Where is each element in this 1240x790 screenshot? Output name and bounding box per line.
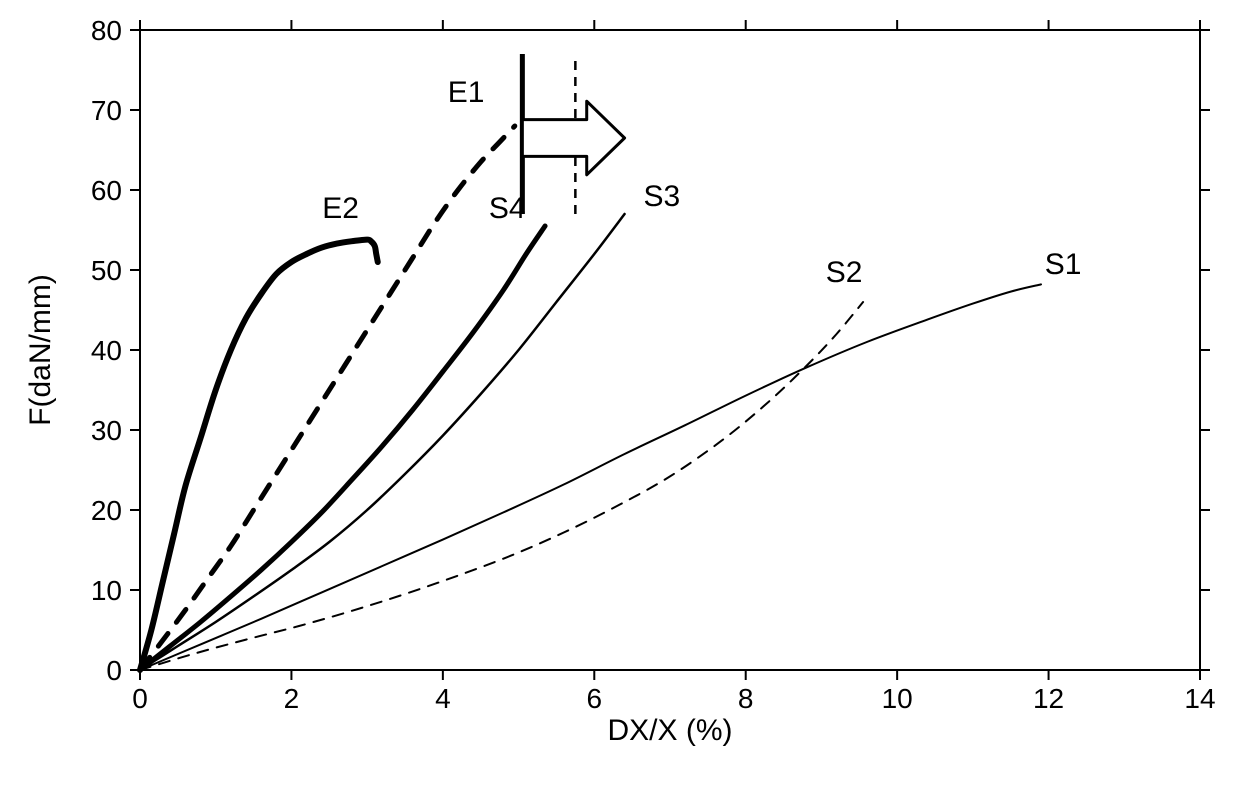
x-tick-label: 14 [1184, 683, 1215, 714]
y-tick-label: 0 [106, 655, 122, 686]
y-tick-label: 30 [91, 415, 122, 446]
x-tick-label: 10 [882, 683, 913, 714]
x-tick-label: 6 [586, 683, 602, 714]
x-tick-label: 12 [1033, 683, 1064, 714]
y-tick-label: 70 [91, 95, 122, 126]
x-axis-title: DX/X (%) [607, 714, 732, 747]
y-tick-label: 10 [91, 575, 122, 606]
y-tick-label: 20 [91, 495, 122, 526]
series-label-e2: E2 [322, 192, 359, 225]
series-label-e1: E1 [448, 76, 485, 109]
y-tick-label: 60 [91, 175, 122, 206]
series-label-s2: S2 [826, 256, 863, 289]
x-tick-label: 4 [435, 683, 451, 714]
x-tick-label: 2 [284, 683, 300, 714]
y-axis-title: F(daN/mm) [24, 274, 57, 426]
series-label-s1: S1 [1045, 248, 1082, 281]
series-label-s3: S3 [644, 180, 681, 213]
y-tick-label: 40 [91, 335, 122, 366]
chart-bg [0, 0, 1240, 790]
x-tick-label: 8 [738, 683, 754, 714]
y-tick-label: 50 [91, 255, 122, 286]
y-tick-label: 80 [91, 15, 122, 46]
x-tick-label: 0 [132, 683, 148, 714]
force-elongation-chart: 0 2 4 6 8 10 12 14 0 10 20 30 40 50 60 70 80 DX/X (%) F(da… [0, 0, 1240, 790]
